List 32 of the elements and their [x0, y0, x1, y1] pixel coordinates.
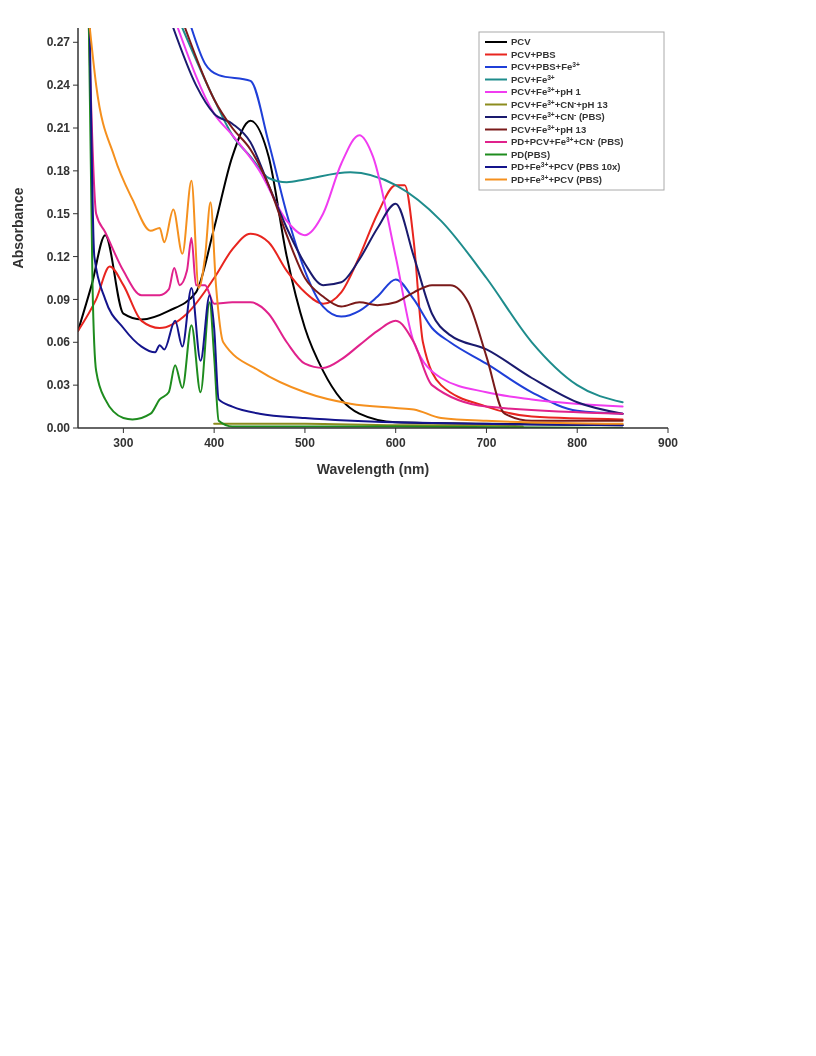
legend-label: PD+PCV+Fe$^{3+}$+CN$^{-}$ (PBS) — [511, 135, 624, 148]
y-tick-label: 0.09 — [46, 292, 71, 307]
x-tick-label: 900 — [657, 436, 679, 450]
legend-label: PCV+Fe$^{3+}$+pH 1 — [511, 85, 582, 98]
x-tick-label: 600 — [385, 436, 407, 450]
x-tick-label: 300 — [113, 436, 134, 450]
legend-label: PCV — [511, 36, 532, 48]
y-tick-label: 0.03 — [46, 378, 71, 393]
legend-label: PD(PBS) — [511, 148, 551, 160]
legend-label: PCV+PBS — [511, 48, 556, 60]
legend-label: PCV+Fe$^{3+}$+CN$^{-}$+pH 13 — [511, 98, 608, 110]
x-axis-title: Wavelength (nm) — [316, 461, 430, 477]
x-tick-label: 500 — [294, 436, 316, 450]
x-tick-label: 400 — [204, 436, 225, 450]
y-tick-label: 0.12 — [46, 249, 71, 264]
line-series — [78, 184, 624, 421]
legend-label: PD+Fe$^{3+}$+PCV (PBS 10x) — [511, 160, 621, 173]
y-tick-label: 0.15 — [46, 206, 71, 221]
y-tick-label: 0.24 — [46, 78, 71, 93]
y-tick-label: 0.00 — [46, 421, 71, 436]
y-tick-label: 0.06 — [46, 335, 71, 350]
x-tick-label: 800 — [567, 436, 588, 450]
legend-label: PCV+PBS+Fe$^{3+}$ — [511, 60, 580, 73]
y-axis-title: Absorbance — [10, 187, 26, 269]
x-tick-label: 700 — [476, 436, 497, 450]
legend-label: PD+Fe$^{3+}$+PCV (PBS) — [511, 173, 603, 185]
legend-label: PCV+Fe$^{3+}$+pH 13 — [511, 123, 587, 135]
legend-label: PCV+Fe$^{3+}$+CN$^{-}$ (PBS) — [511, 110, 605, 123]
legend-label: PCV+Fe$^{3+}$ — [511, 73, 555, 85]
y-tick-label: 0.18 — [46, 164, 71, 179]
y-tick-label: 0.27 — [46, 35, 71, 50]
y-tick-label: 0.21 — [46, 121, 71, 136]
